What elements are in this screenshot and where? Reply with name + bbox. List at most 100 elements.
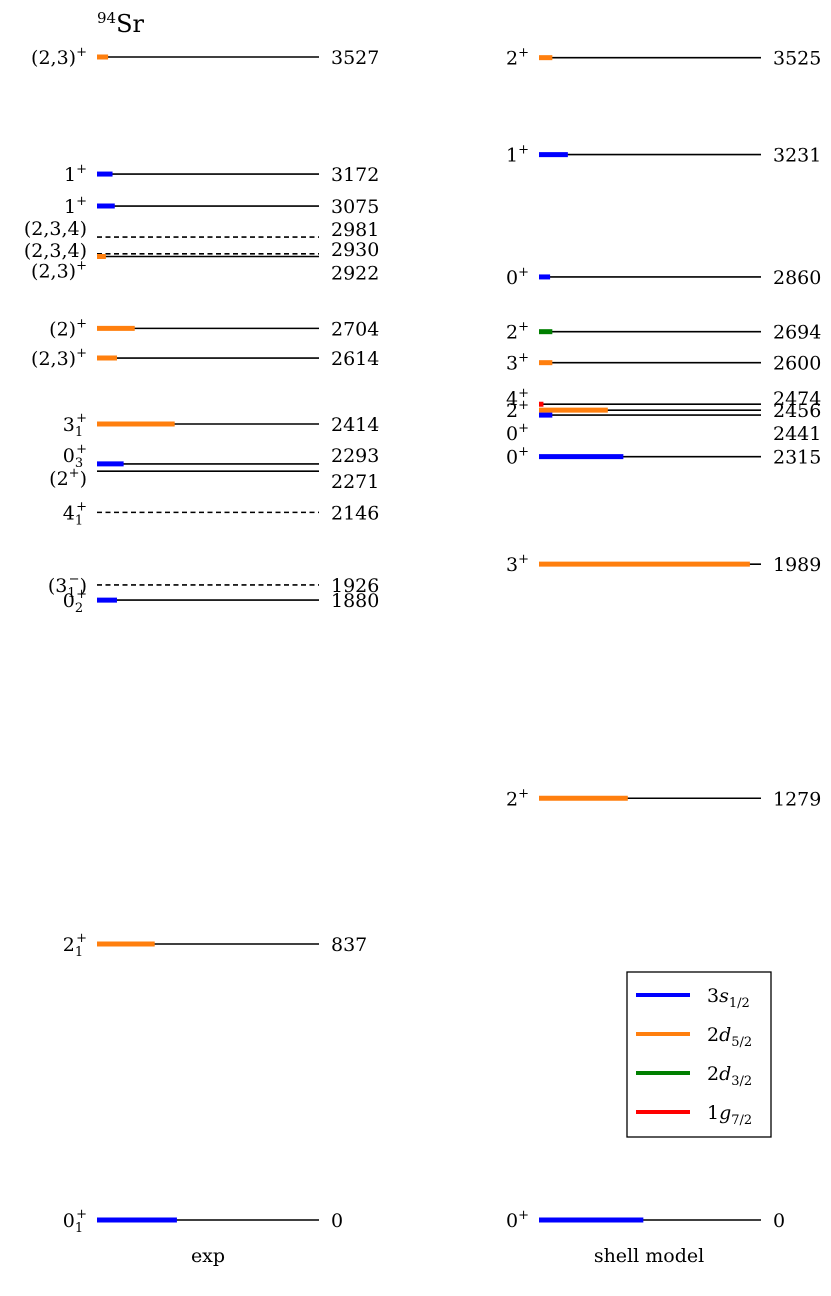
sm-level-2600: 3+ 2600 <box>506 351 821 375</box>
exp-level-3527: (2,3)+ 3527 <box>31 45 379 69</box>
column-label-shell-model: shell model <box>594 1245 704 1267</box>
sm-level-2474: 4+ 2474 <box>506 386 821 410</box>
exp-level-0: 01+ 0 <box>63 1207 343 1236</box>
sm-spin-label: 0+ <box>506 265 529 289</box>
exp-level-2614: (2,3)+ 2614 <box>31 346 379 370</box>
legend-label: 2d5/2 <box>707 1024 752 1050</box>
sm-energy-label: 3525 <box>773 48 821 70</box>
exp-spin-label: (2,3,4) <box>24 218 87 240</box>
sm-level-0: 0+ 0 <box>506 1208 785 1232</box>
exp-energy-label: 837 <box>331 934 367 956</box>
exp-energy-label: 2981 <box>331 219 379 241</box>
sm-level-3231: 1+ 3231 <box>506 143 821 167</box>
exp-spin-label: (2+) <box>49 466 87 490</box>
exp-spin-label: 01+ <box>63 1207 87 1236</box>
legend-entry: 3s1/2 <box>636 985 750 1011</box>
sm-energy-label: 2315 <box>773 447 821 469</box>
exp-spin-label: (2,3)+ <box>31 346 87 370</box>
sm-level-2441: 0+ 2441 <box>506 412 821 445</box>
exp-level-2981: (2,3,4) 2981 <box>24 218 380 241</box>
legend-label: 3s1/2 <box>707 985 750 1011</box>
exp-level-3172: 1+ 3172 <box>64 162 379 186</box>
sm-spin-label: 2+ <box>506 398 529 422</box>
exp-energy-label: 3527 <box>331 47 379 69</box>
sm-energy-label: 2441 <box>773 423 821 445</box>
sm-spin-label: 3+ <box>506 552 529 576</box>
exp-energy-label: 2146 <box>331 502 379 524</box>
exp-level-2271: (2+) 2271 <box>49 466 379 493</box>
exp-energy-label: 2271 <box>331 471 379 493</box>
chart-title: 94Sr <box>97 9 145 38</box>
exp-spin-label: (2)+ <box>49 316 87 340</box>
exp-level-2922: (2,3)+ 2922 <box>31 253 379 284</box>
exp-level-2414: 31+ 2414 <box>63 411 380 440</box>
column-label-exp: exp <box>191 1245 225 1267</box>
exp-level-3075: 1+ 3075 <box>64 194 379 218</box>
exp-energy-label: 2704 <box>331 318 379 340</box>
exp-level-1926: (31−) 1926 <box>48 572 379 601</box>
sm-level-2315: 0+ 2315 <box>506 445 821 469</box>
sm-level-2694: 2+ 2694 <box>506 320 821 344</box>
exp-level-2930: (2,3,4) 2930 <box>24 239 380 262</box>
sm-energy-label: 2694 <box>773 322 821 344</box>
legend-box <box>626 971 772 1138</box>
exp-spin-label: 31+ <box>63 411 87 440</box>
exp-spin-label: 1+ <box>64 194 87 218</box>
sm-spin-label: 0+ <box>506 421 529 445</box>
exp-level-2704: (2)+ 2704 <box>49 316 379 340</box>
exp-energy-label: 3172 <box>331 164 379 186</box>
exp-energy-label: 2614 <box>331 348 379 370</box>
exp-energy-label: 3075 <box>331 196 379 218</box>
sm-spin-label: 2+ <box>506 46 529 70</box>
sm-spin-label: 2+ <box>506 786 529 810</box>
sm-energy-label: 0 <box>773 1210 785 1232</box>
sm-level-3525: 2+ 3525 <box>506 46 821 70</box>
sm-energy-label: 2600 <box>773 353 821 375</box>
exp-level-1880: 02+ 1880 <box>63 587 380 616</box>
exp-energy-label: 0 <box>331 1210 343 1232</box>
sm-level-1989: 3+ 1989 <box>506 552 821 576</box>
exp-spin-label: 21+ <box>63 931 87 960</box>
sm-spin-label: 0+ <box>506 1208 529 1232</box>
sm-level-1279: 2+ 1279 <box>506 786 821 810</box>
sm-spin-label: 1+ <box>506 143 529 167</box>
sm-spin-label: 0+ <box>506 445 529 469</box>
legend-label: 1g7/2 <box>707 1102 752 1128</box>
exp-spin-label: (2,3,4) <box>24 240 87 262</box>
exp-spin-label: (2,3)+ <box>31 258 87 282</box>
legend-entry: 2d5/2 <box>636 1024 752 1050</box>
sm-energy-label: 2860 <box>773 267 821 289</box>
sm-energy-label: 2456 <box>773 400 821 422</box>
exp-energy-label: 2414 <box>331 414 379 436</box>
legend-entry: 1g7/2 <box>636 1102 752 1128</box>
legend-label: 2d3/2 <box>707 1063 752 1089</box>
exp-energy-label: 2930 <box>331 239 379 261</box>
sm-energy-label: 2474 <box>773 388 821 410</box>
sm-level-2456: 2+ 2456 <box>506 398 821 422</box>
exp-level-837: 21+ 837 <box>63 931 368 960</box>
legend: 3s1/2 2d5/2 2d3/2 1g7/2 <box>626 971 772 1138</box>
sm-spin-label: 2+ <box>506 320 529 344</box>
exp-spin-label: 1+ <box>64 162 87 186</box>
sm-level-2860: 0+ 2860 <box>506 265 821 289</box>
exp-spin-label: (31−) <box>48 572 87 601</box>
exp-energy-label: 2293 <box>331 445 379 467</box>
exp-spin-label: 41+ <box>63 499 87 528</box>
exp-level-2293: 03+ 2293 <box>63 442 380 471</box>
exp-spin-label: (2,3)+ <box>31 45 87 69</box>
sm-energy-label: 1989 <box>773 554 821 576</box>
exp-energy-label: 1926 <box>331 575 379 597</box>
exp-energy-label: 2922 <box>331 262 379 284</box>
sm-spin-label: 3+ <box>506 351 529 375</box>
exp-level-2146: 41+ 2146 <box>63 499 380 528</box>
shell-model-levels: 2+ 3525 1+ 3231 0+ 2860 2+ 2694 3+ 2600 4+ 2474 2+ 24… <box>506 46 821 1232</box>
exp-spin-label: 02+ <box>63 587 87 616</box>
sm-spin-label: 4+ <box>506 386 529 410</box>
exp-energy-label: 1880 <box>331 590 379 612</box>
legend-entry: 2d3/2 <box>636 1063 752 1089</box>
sm-energy-label: 3231 <box>773 145 821 167</box>
exp-spin-label: 03+ <box>63 442 87 471</box>
sm-energy-label: 1279 <box>773 788 821 810</box>
